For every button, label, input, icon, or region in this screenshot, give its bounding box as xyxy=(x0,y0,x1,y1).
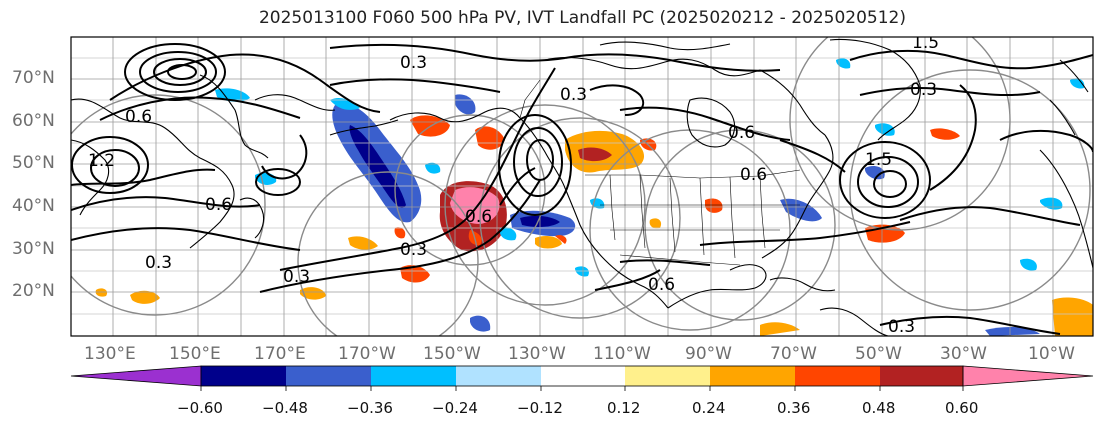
lon-label: 130°W xyxy=(508,344,566,364)
colorbar-tick: −0.60 xyxy=(177,399,223,417)
colorbar-tick: −0.24 xyxy=(432,399,478,417)
contour-label: 0.6 xyxy=(740,165,767,185)
lat-label: 20°N xyxy=(12,281,55,301)
map-frame xyxy=(70,36,1094,337)
colorbar-bin xyxy=(456,366,541,386)
lon-label: 150°W xyxy=(423,344,481,364)
contour-label-group: 0.3 0.6 1.2 0.3 0.6 0.6 0.3 0.3 0.3 0.6 … xyxy=(88,33,939,337)
lat-label: 30°N xyxy=(12,239,55,259)
colorbar-bin xyxy=(710,366,795,386)
lat-label: 70°N xyxy=(12,68,55,88)
contour-label: 0.3 xyxy=(400,240,427,260)
colorbar-bin xyxy=(541,366,625,386)
contour-label: 0.6 xyxy=(465,207,492,227)
contour-label: 1.2 xyxy=(88,151,115,171)
colorbar-tick: −0.12 xyxy=(517,399,563,417)
lon-label: 90°W xyxy=(685,344,732,364)
contour-label: 1.5 xyxy=(912,33,939,53)
contour-label: 0.6 xyxy=(125,107,152,127)
lon-label: 150°E xyxy=(169,344,221,364)
colorbar xyxy=(70,365,1094,391)
colorbar-bin xyxy=(201,366,286,386)
colorbar-bin xyxy=(795,366,880,386)
lon-label: 130°E xyxy=(84,344,136,364)
contour-label: 0.3 xyxy=(283,267,310,287)
colorbar-bin xyxy=(625,366,710,386)
colorbar-bin xyxy=(286,366,371,386)
colorbar-tick: 0.12 xyxy=(607,399,641,417)
colorbar-min-arrow xyxy=(70,365,202,387)
lat-label: 40°N xyxy=(12,196,55,216)
lat-label: 60°N xyxy=(12,111,55,131)
contour-label: 0.3 xyxy=(560,85,587,105)
colorbar-tick: 0.60 xyxy=(945,399,979,417)
pv-contours xyxy=(71,43,1093,335)
contour-label: 0.6 xyxy=(205,195,232,215)
graticule xyxy=(71,37,1093,336)
contour-label: 0.6 xyxy=(728,123,755,143)
colorbar-tick: 0.24 xyxy=(692,399,726,417)
contour-label: 0.3 xyxy=(910,80,937,100)
borders xyxy=(519,79,801,266)
lon-label: 10°W xyxy=(1028,344,1075,364)
colorbar-tick: 0.36 xyxy=(777,399,811,417)
colorbar-tick: −0.48 xyxy=(262,399,308,417)
contour-label: 0.3 xyxy=(145,253,172,273)
lon-label: 170°E xyxy=(254,344,306,364)
lon-label: 110°W xyxy=(593,344,651,364)
lon-label: 70°W xyxy=(770,344,817,364)
contour-label: 1.5 xyxy=(865,150,892,170)
map-title: 2025013100 F060 500 hPa PV, IVT Landfall… xyxy=(258,8,906,28)
lat-label: 50°N xyxy=(12,153,55,173)
colorbar-bin xyxy=(371,366,456,386)
lon-label: 50°W xyxy=(855,344,902,364)
colorbar-max-arrow xyxy=(962,365,1094,387)
lon-label: 30°W xyxy=(940,344,987,364)
colorbar-tick: 0.48 xyxy=(862,399,896,417)
colorbar-bin xyxy=(880,366,963,386)
lon-label: 170°W xyxy=(338,344,396,364)
contour-label: 0.6 xyxy=(648,275,675,295)
colorbar-tick: −0.36 xyxy=(347,399,393,417)
coastlines xyxy=(71,38,1093,336)
contour-label: 0.3 xyxy=(888,317,915,337)
contour-label: 0.3 xyxy=(400,53,427,73)
